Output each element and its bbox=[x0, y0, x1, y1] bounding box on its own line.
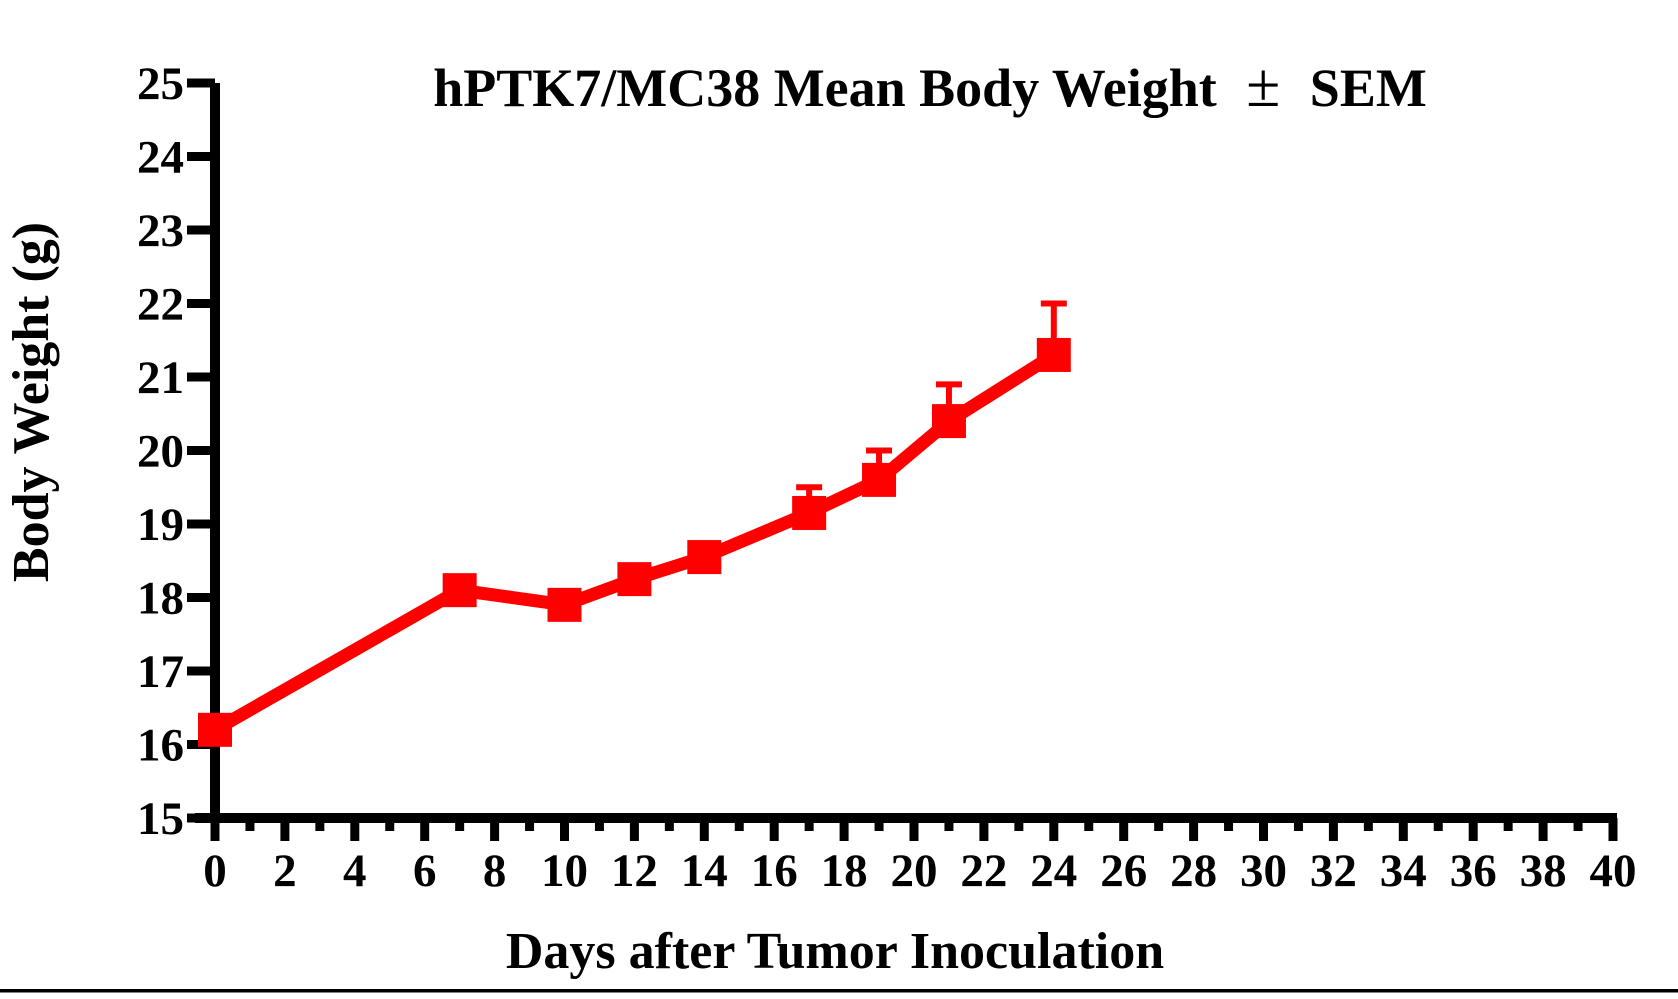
bottom-rule bbox=[0, 989, 1678, 993]
x-tick-label: 32 bbox=[1310, 845, 1357, 897]
y-tick-label: 24 bbox=[137, 132, 184, 184]
y-tick-label: 20 bbox=[137, 426, 184, 478]
x-tick-label: 34 bbox=[1380, 845, 1427, 897]
x-tick-label: 40 bbox=[1590, 845, 1637, 897]
tick-layer bbox=[187, 78, 1618, 841]
chart-title: hPTK7/MC38 Mean Body Weight ± SEM bbox=[433, 52, 1427, 120]
y-tick-label: 17 bbox=[137, 646, 184, 698]
x-tick-label: 30 bbox=[1240, 845, 1287, 897]
data-point-marker bbox=[792, 495, 827, 530]
plus-minus-symbol: ± bbox=[1246, 52, 1280, 120]
data-point-marker bbox=[687, 540, 722, 575]
x-tick-label: 26 bbox=[1100, 845, 1147, 897]
data-point-marker bbox=[442, 573, 477, 608]
y-tick-label: 19 bbox=[137, 499, 184, 551]
x-tick-label: 2 bbox=[273, 845, 297, 897]
x-tick-label: 28 bbox=[1170, 845, 1217, 897]
y-tick-label: 23 bbox=[137, 205, 184, 257]
chart-title-text: hPTK7/MC38 Mean Body Weight bbox=[433, 58, 1217, 118]
data-point-marker bbox=[931, 404, 966, 439]
data-point-marker bbox=[862, 462, 897, 497]
x-tick-label: 24 bbox=[1030, 845, 1077, 897]
x-tick-label: 14 bbox=[681, 845, 728, 897]
x-tick-label: 4 bbox=[343, 845, 367, 897]
y-tick-label: 18 bbox=[137, 573, 184, 625]
y-tick-label: 22 bbox=[137, 279, 184, 331]
x-tick-label: 10 bbox=[541, 845, 588, 897]
series-line bbox=[211, 349, 1058, 736]
x-tick-label: 6 bbox=[413, 845, 437, 897]
x-tick-label: 22 bbox=[960, 845, 1007, 897]
x-tick-label: 18 bbox=[821, 845, 868, 897]
x-axis-label: Days after Tumor Inoculation bbox=[506, 923, 1164, 980]
y-axis-label: Body Weight (g) bbox=[3, 222, 60, 582]
x-tick-label: 0 bbox=[203, 845, 227, 897]
y-tick-label: 16 bbox=[137, 720, 184, 772]
y-tick-label: 15 bbox=[137, 793, 184, 845]
x-tick-label: 20 bbox=[891, 845, 938, 897]
x-tick-label: 8 bbox=[483, 845, 507, 897]
series-layer bbox=[198, 300, 1071, 747]
chart-title-sem: SEM bbox=[1310, 58, 1427, 118]
data-point-marker bbox=[547, 587, 582, 622]
x-tick-label: 38 bbox=[1520, 845, 1567, 897]
y-tick-label: 21 bbox=[137, 352, 184, 404]
x-tick-label: 16 bbox=[751, 845, 798, 897]
x-tick-label: 12 bbox=[611, 845, 658, 897]
x-tick-label: 36 bbox=[1450, 845, 1497, 897]
data-point-marker bbox=[617, 562, 652, 597]
data-point-marker bbox=[1036, 337, 1071, 372]
data-point-marker bbox=[198, 712, 232, 747]
y-tick-label: 25 bbox=[137, 58, 184, 110]
